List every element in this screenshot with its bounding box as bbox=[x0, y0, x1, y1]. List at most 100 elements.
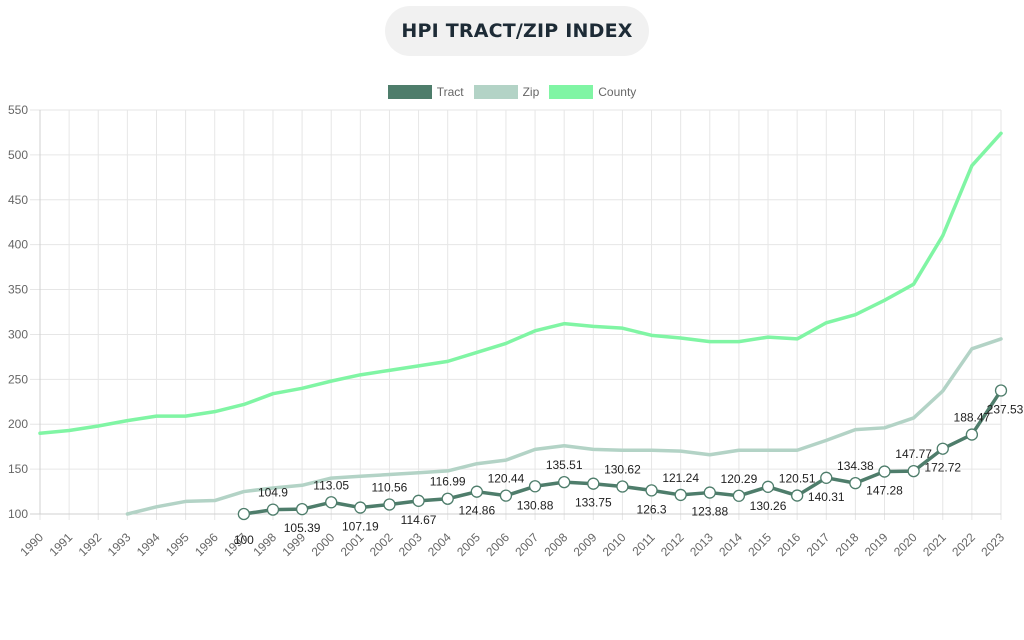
tract-point bbox=[761, 480, 775, 493]
tract-data-label: 134.38 bbox=[837, 459, 874, 473]
x-tick-label: 2016 bbox=[774, 530, 803, 559]
x-tick-label: 2012 bbox=[658, 530, 687, 559]
tract-point bbox=[791, 489, 804, 502]
y-tick-label: 150 bbox=[8, 462, 28, 476]
tract-point bbox=[820, 471, 833, 484]
tract-point bbox=[616, 480, 629, 493]
x-tick-label: 2023 bbox=[978, 530, 1007, 559]
x-tick-label: 2003 bbox=[396, 530, 425, 559]
tract-point bbox=[907, 464, 920, 478]
y-tick-label: 300 bbox=[8, 327, 28, 341]
series-line-zip bbox=[125, 337, 1003, 516]
tract-data-label: 120.51 bbox=[779, 472, 816, 486]
x-tick-label: 1998 bbox=[250, 530, 279, 559]
tract-point bbox=[994, 384, 1008, 397]
tract-data-label: 114.67 bbox=[401, 513, 437, 527]
tract-point bbox=[965, 428, 979, 441]
chart-title-pill: HPI TRACT/ZIP INDEX bbox=[385, 6, 649, 56]
legend-label: County bbox=[598, 85, 637, 99]
tract-data-label: 104.9 bbox=[258, 486, 288, 500]
legend-label: Zip bbox=[522, 85, 540, 99]
legend-swatch bbox=[549, 85, 594, 99]
tract-data-label: 140.31 bbox=[808, 490, 845, 504]
tract-data-label: 172.72 bbox=[924, 461, 961, 475]
tract-point bbox=[354, 501, 367, 514]
x-tick-label: 2014 bbox=[716, 530, 745, 559]
tract-point bbox=[325, 496, 338, 509]
legend-label: Tract bbox=[436, 85, 464, 99]
tract-data-label: 120.29 bbox=[721, 472, 758, 486]
tract-point bbox=[499, 489, 513, 502]
tract-data-label: 116.99 bbox=[430, 475, 466, 489]
tract-data-label: 121.24 bbox=[662, 471, 699, 485]
x-tick-label: 1996 bbox=[192, 530, 221, 559]
x-tick-label: 2010 bbox=[600, 530, 629, 559]
x-tick-label: 2008 bbox=[542, 530, 571, 559]
y-tick-label: 100 bbox=[8, 507, 28, 521]
legend: Tract Zip County bbox=[0, 85, 1024, 99]
tract-data-label: 107.19 bbox=[342, 520, 379, 534]
tract-point bbox=[587, 477, 600, 490]
tract-point bbox=[703, 486, 716, 499]
legend-item-zip[interactable]: Zip bbox=[473, 85, 540, 99]
tract-data-label: 124.86 bbox=[458, 504, 495, 518]
tract-data-label: 147.77 bbox=[895, 447, 932, 461]
legend-item-county[interactable]: County bbox=[549, 85, 636, 99]
x-tick-label: 1993 bbox=[105, 530, 134, 559]
x-tick-label: 1992 bbox=[76, 530, 105, 559]
x-tick-label: 2005 bbox=[454, 530, 483, 559]
x-tick-label: 2011 bbox=[630, 530, 658, 558]
tract-data-label: 110.56 bbox=[372, 481, 408, 495]
x-tick-label: 1990 bbox=[17, 530, 46, 559]
x-tick-label: 1995 bbox=[163, 530, 192, 559]
x-tick-label: 2019 bbox=[862, 530, 891, 559]
tract-data-label: 126.3 bbox=[637, 502, 667, 516]
tract-point bbox=[470, 485, 483, 498]
tract-data-label: 130.26 bbox=[750, 499, 787, 513]
tract-point bbox=[412, 494, 425, 507]
legend-swatch bbox=[387, 85, 432, 99]
y-tick-label: 400 bbox=[8, 238, 28, 252]
tract-point bbox=[237, 507, 250, 521]
y-tick-label: 350 bbox=[8, 283, 28, 297]
tract-data-label: 188.47 bbox=[954, 411, 991, 425]
tract-data-label: 123.88 bbox=[691, 505, 728, 519]
tract-point bbox=[645, 484, 658, 497]
tract-point bbox=[295, 503, 309, 516]
x-tick-label: 1991 bbox=[46, 530, 75, 559]
x-tick-label: 2001 bbox=[338, 530, 367, 559]
tract-point bbox=[441, 492, 454, 505]
x-tick-label: 1994 bbox=[134, 530, 163, 559]
y-tick-label: 500 bbox=[8, 148, 28, 162]
tract-data-label: 100 bbox=[234, 533, 254, 547]
y-tick-label: 550 bbox=[8, 103, 28, 117]
tract-data-label: 105.39 bbox=[284, 521, 321, 535]
tract-point bbox=[849, 476, 862, 490]
series-line-county bbox=[38, 131, 1003, 435]
chart-title: HPI TRACT/ZIP INDEX bbox=[401, 20, 633, 42]
x-tick-label: 2002 bbox=[367, 530, 396, 559]
x-tick-label: 2021 bbox=[920, 530, 949, 559]
x-tick-label: 2017 bbox=[804, 530, 833, 559]
tract-data-label: 147.28 bbox=[866, 484, 903, 498]
tract-point bbox=[383, 498, 396, 511]
tract-data-label: 130.88 bbox=[517, 498, 554, 512]
tract-data-label: 237.53 bbox=[987, 403, 1024, 417]
tract-point bbox=[266, 503, 280, 516]
x-tick-label: 2013 bbox=[687, 530, 716, 559]
x-tick-label: 2006 bbox=[483, 530, 512, 559]
legend-item-tract[interactable]: Tract bbox=[387, 85, 464, 99]
tract-point bbox=[878, 465, 891, 478]
x-tick-label: 2009 bbox=[571, 530, 600, 559]
tract-data-label: 133.75 bbox=[575, 496, 612, 510]
x-tick-label: 2015 bbox=[745, 530, 774, 559]
tract-point bbox=[936, 442, 949, 455]
y-tick-label: 200 bbox=[8, 417, 28, 431]
tract-point bbox=[732, 489, 746, 502]
x-tick-label: 2018 bbox=[833, 530, 862, 559]
legend-swatch bbox=[473, 85, 518, 99]
x-tick-label: 2020 bbox=[891, 530, 920, 559]
y-tick-label: 250 bbox=[8, 372, 28, 386]
tract-data-label: 135.51 bbox=[546, 458, 583, 472]
